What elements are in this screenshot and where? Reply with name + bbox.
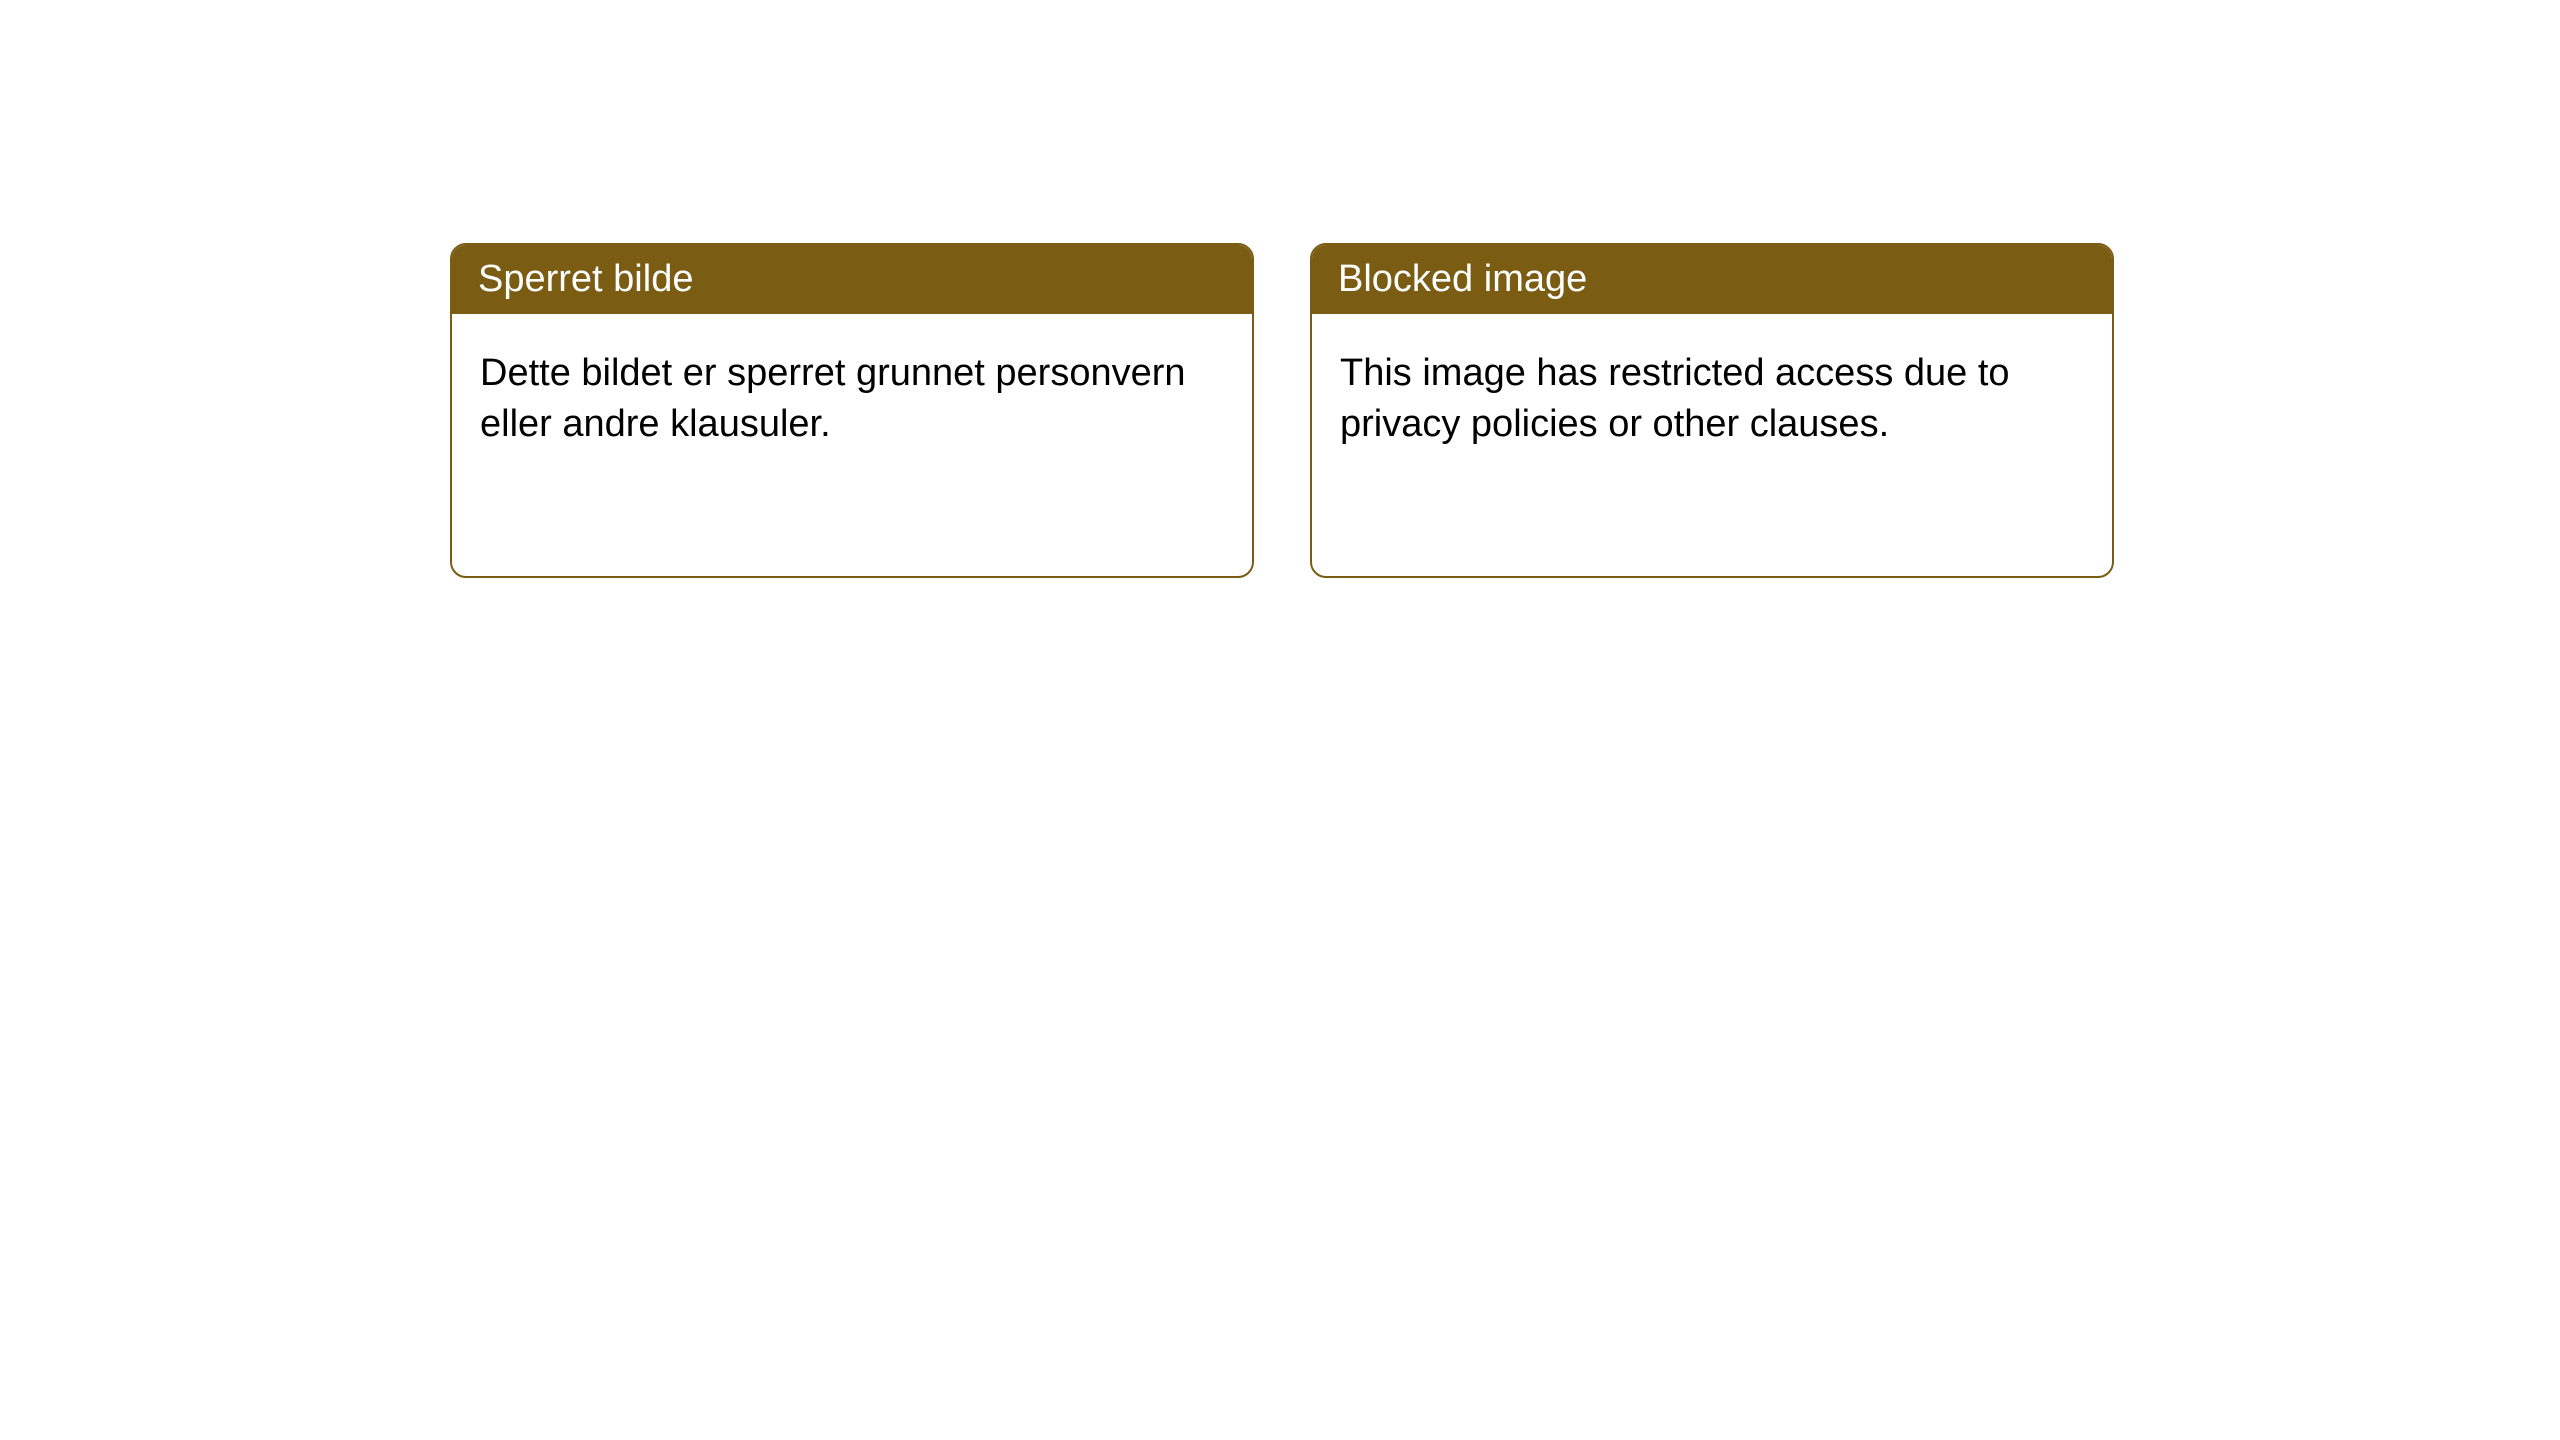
notice-body-english: This image has restricted access due to … xyxy=(1312,314,2112,485)
notice-title-norwegian: Sperret bilde xyxy=(452,245,1252,314)
notice-body-norwegian: Dette bildet er sperret grunnet personve… xyxy=(452,314,1252,485)
notice-title-english: Blocked image xyxy=(1312,245,2112,314)
notice-card-norwegian: Sperret bilde Dette bildet er sperret gr… xyxy=(450,243,1254,578)
notice-card-english: Blocked image This image has restricted … xyxy=(1310,243,2114,578)
notice-container: Sperret bilde Dette bildet er sperret gr… xyxy=(450,243,2114,578)
